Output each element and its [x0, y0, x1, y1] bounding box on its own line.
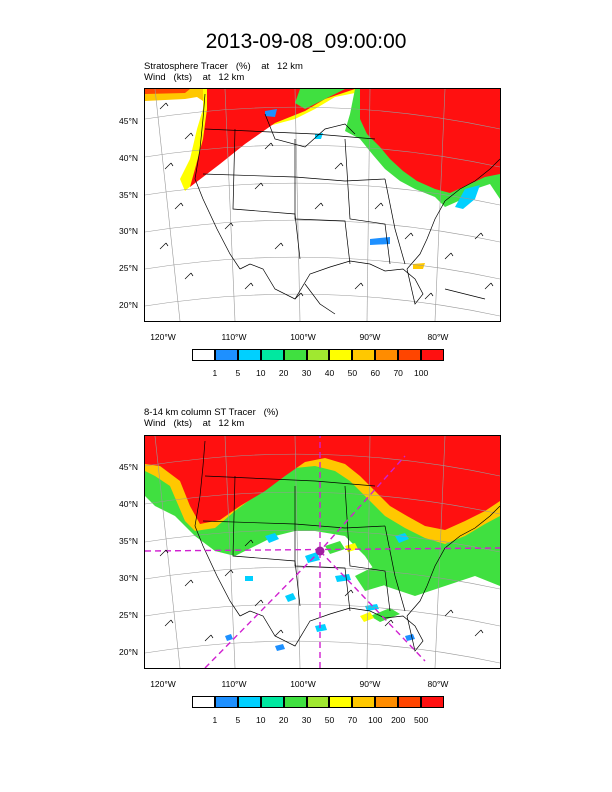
panel-1-lon-label: 100°W: [290, 332, 316, 342]
colorbar-tick-label: 5: [235, 368, 241, 378]
colorbar-swatch: [237, 696, 261, 708]
panel-2-subtitle-tracer: 8-14 km column ST Tracer (%): [144, 407, 279, 418]
panel-1-colorbar: [192, 349, 444, 361]
panel-1-lon-label: 120°W: [150, 332, 176, 342]
colorbar-tick-label: 30: [301, 368, 312, 378]
colorbar-swatch: [375, 349, 399, 361]
colorbar-tick-label: 60: [370, 368, 380, 378]
colorbar-tick-label: 50: [324, 715, 335, 725]
panel-1-colorbar-labels: 1 5 10 20 30 40 50 60 70 100: [192, 368, 444, 380]
panel-1-lat-label: 20°N: [119, 300, 138, 310]
panel-2-lat-label: 40°N: [119, 499, 138, 509]
colorbar-swatch: [421, 696, 444, 708]
colorbar-swatch: [352, 349, 376, 361]
panel-2-lat-label: 25°N: [119, 610, 138, 620]
colorbar-swatch: [283, 349, 307, 361]
panel-2-colorbar-labels: 1 5 10 20 30 50 70 100 200 500: [192, 715, 444, 727]
colorbar-swatch: [192, 349, 215, 361]
colorbar-swatch: [214, 349, 238, 361]
colorbar-swatch: [352, 696, 376, 708]
panel-1-lon-label: 110°W: [221, 332, 247, 342]
colorbar-swatch: [421, 349, 444, 361]
colorbar-swatch: [329, 696, 353, 708]
panel-2-colorbar: [192, 696, 444, 708]
colorbar-tick-label: 10: [255, 368, 266, 378]
panel-1-map: [144, 88, 501, 322]
panel-2-lat-label: 45°N: [119, 462, 138, 472]
colorbar-tick-label: 200: [391, 715, 406, 725]
colorbar-swatch: [306, 696, 330, 708]
colorbar-tick-label: 1: [212, 715, 218, 725]
figure-title: 2013-09-08_09:00:00: [205, 30, 407, 53]
colorbar-tick-label: 500: [413, 715, 429, 725]
panel-1-lat-label: 35°N: [119, 190, 138, 200]
colorbar-tick-label: 50: [347, 368, 358, 378]
colorbar-swatch: [260, 349, 284, 361]
panel-2-map: [144, 435, 501, 669]
colorbar-swatch: [306, 349, 330, 361]
colorbar-swatch: [283, 696, 307, 708]
colorbar-swatch: [398, 349, 422, 361]
panel-1-lat-label: 25°N: [119, 263, 138, 273]
colorbar-tick-label: 20: [278, 715, 289, 725]
panel-1-lon-label: 80°W: [427, 332, 449, 342]
colorbar-tick-label: 70: [347, 715, 358, 725]
colorbar-tick-label: 40: [324, 368, 335, 378]
panel-2-lat-label: 30°N: [119, 573, 138, 583]
panel-2-lat-label: 35°N: [119, 536, 138, 546]
panel-1-lat-label: 30°N: [119, 226, 138, 236]
colorbar-tick-label: 10: [255, 715, 266, 725]
panel-2-subtitle-wind: Wind (kts) at 12 km: [144, 418, 245, 429]
panel-1-lat-label: 40°N: [119, 153, 138, 163]
panel-2-lon-label: 120°W: [150, 679, 176, 689]
panel-2-lon-label: 110°W: [221, 679, 247, 689]
colorbar-swatch: [375, 696, 399, 708]
colorbar-swatch: [192, 696, 215, 708]
colorbar-tick-label: 30: [301, 715, 312, 725]
panel-1-lat-label: 45°N: [119, 116, 138, 126]
colorbar-swatch: [237, 349, 261, 361]
panel-1-subtitle-wind: Wind (kts) at 12 km: [144, 72, 245, 83]
colorbar-tick-label: 100: [368, 715, 383, 725]
panel-2-lon-label: 80°W: [427, 679, 449, 689]
panel-2-lon-label: 90°W: [359, 679, 381, 689]
panel-1-lon-label: 90°W: [359, 332, 381, 342]
colorbar-swatch: [398, 696, 422, 708]
panel-1-subtitle-tracer: Stratosphere Tracer (%) at 12 km: [144, 61, 303, 72]
colorbar-tick-label: 100: [413, 368, 429, 378]
panel-2-map-graphic: [145, 436, 500, 668]
colorbar-swatch: [260, 696, 284, 708]
panel-2-lon-label: 100°W: [290, 679, 316, 689]
colorbar-swatch: [329, 349, 353, 361]
colorbar-tick-label: 5: [235, 715, 241, 725]
colorbar-swatch: [214, 696, 238, 708]
panel-1-map-graphic: [145, 89, 500, 321]
panel-2-lat-label: 20°N: [119, 647, 138, 657]
colorbar-tick-label: 20: [278, 368, 289, 378]
colorbar-tick-label: 70: [393, 368, 403, 378]
colorbar-tick-label: 1: [212, 368, 218, 378]
